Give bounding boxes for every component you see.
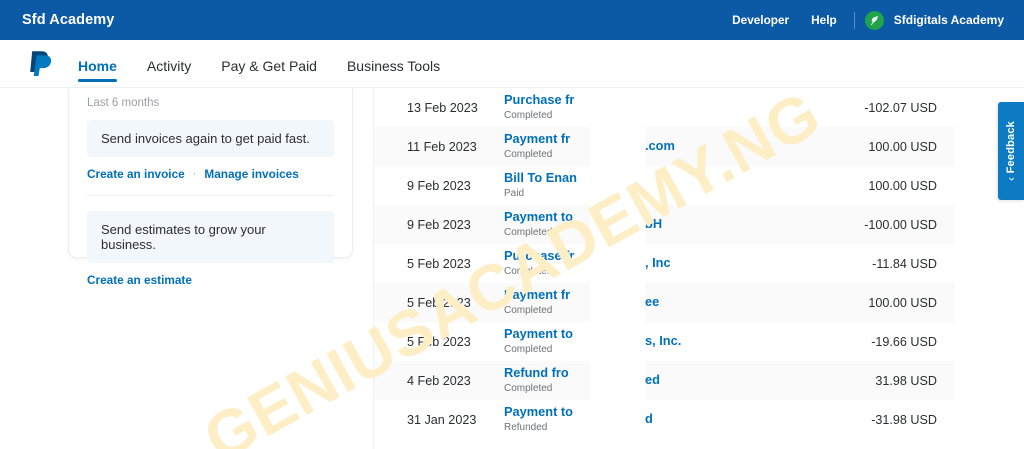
transaction-list-panel[interactable]: 13 Feb 2023 Purchase fr Completed -102.0…: [373, 88, 955, 449]
table-row[interactable]: 5 Feb 2023 Payment fr Completed 100.00 U…: [374, 283, 955, 322]
feedback-tab[interactable]: Feedback ‹: [998, 102, 1024, 200]
transaction-title-link[interactable]: Payment fr: [504, 131, 571, 147]
transaction-date: 5 Feb 2023: [407, 334, 471, 349]
manage-invoices-link[interactable]: Manage invoices: [204, 167, 299, 181]
transaction-description: Refund fro Completed: [504, 366, 805, 394]
transaction-description: Payment to Completed: [504, 327, 805, 355]
transaction-status: Completed: [504, 227, 553, 239]
page-body: Last 6 months Send invoices again to get…: [0, 77, 1024, 449]
card-period-label: Last 6 months: [87, 97, 160, 109]
table-row[interactable]: 9 Feb 2023 Bill To Enan Paid 100.00 USD: [374, 166, 955, 205]
transaction-title-link[interactable]: Purchase fr: [504, 92, 575, 108]
transaction-amount: -31.98 USD: [871, 412, 937, 427]
promo-links-invoices: Create an invoice · Manage invoices: [87, 167, 334, 181]
card-divider: [87, 195, 334, 196]
transaction-amount: -102.07 USD: [864, 100, 937, 115]
transaction-title-link[interactable]: Purchase fr: [504, 248, 575, 264]
transaction-date: 31 Jan 2023: [407, 412, 477, 427]
transaction-title-link[interactable]: Bill To Enan: [504, 170, 577, 186]
nav-item-home[interactable]: Home: [78, 40, 117, 88]
transaction-amount: -100.00 USD: [864, 217, 937, 232]
transaction-description: Payment fr Completed: [504, 132, 805, 160]
invoicing-promo-card: Last 6 months Send invoices again to get…: [68, 88, 353, 287]
promo-message-estimates: Send estimates to grow your business.: [87, 211, 334, 263]
link-separator: ·: [192, 168, 197, 180]
transaction-date: 4 Feb 2023: [407, 373, 471, 388]
transaction-title-link[interactable]: Payment to: [504, 404, 573, 420]
transaction-status: Completed: [504, 110, 553, 122]
main-navigation-bar: Home Activity Pay & Get Paid Business To…: [0, 40, 1024, 88]
table-row[interactable]: 11 Feb 2023 Payment fr Completed 100.00 …: [374, 127, 955, 166]
create-an-invoice-link[interactable]: Create an invoice: [87, 167, 185, 181]
nav-item-activity[interactable]: Activity: [146, 57, 192, 74]
transaction-status: Completed: [504, 383, 553, 395]
nav-item-business-tools[interactable]: Business Tools: [346, 57, 441, 74]
transaction-title-link[interactable]: Payment fr: [504, 287, 571, 303]
leaf-icon: [868, 14, 881, 27]
transaction-status: Refunded: [504, 422, 548, 434]
transaction-date: 9 Feb 2023: [407, 178, 471, 193]
brand-title: Sfd Academy: [22, 12, 115, 28]
transaction-amount: 100.00 USD: [868, 178, 937, 193]
feedback-label: Feedback: [1005, 120, 1017, 174]
transaction-description: Bill To Enan Paid: [504, 171, 805, 199]
transaction-amount: 100.00 USD: [868, 295, 937, 310]
promo-links-estimates: Create an estimate: [87, 273, 334, 287]
transaction-description: Payment to Completed: [504, 210, 805, 238]
nav-item-pay-and-get-paid[interactable]: Pay & Get Paid: [221, 57, 317, 74]
transaction-amount: 100.00 USD: [868, 139, 937, 154]
create-an-estimate-link[interactable]: Create an estimate: [87, 273, 192, 287]
table-row[interactable]: 4 Feb 2023 Refund fro Completed 31.98 US…: [374, 361, 955, 400]
transaction-title-link[interactable]: Payment to: [504, 209, 573, 225]
table-row[interactable]: 5 Feb 2023 Payment to Completed -19.66 U…: [374, 322, 955, 361]
table-row[interactable]: 5 Feb 2023 Purchase fr Completed -11.84 …: [374, 244, 955, 283]
transaction-date: 5 Feb 2023: [407, 256, 471, 271]
transaction-amount: -19.66 USD: [871, 334, 937, 349]
transaction-description: Purchase fr Completed: [504, 93, 805, 121]
transaction-title-link[interactable]: Refund fro: [504, 365, 569, 381]
header-link-developer[interactable]: Developer: [732, 13, 790, 27]
transaction-status: Paid: [504, 188, 525, 200]
transaction-date: 11 Feb 2023: [407, 139, 477, 154]
paypal-logo-icon[interactable]: [28, 49, 54, 79]
header-right-group: Developer Help Sfdigitals Academy: [721, 10, 1008, 30]
table-row[interactable]: 13 Feb 2023 Purchase fr Completed -102.0…: [374, 88, 955, 127]
transaction-amount: -11.84 USD: [872, 256, 937, 271]
chevron-left-icon: ‹: [1004, 177, 1018, 182]
transaction-status: Completed: [504, 344, 553, 356]
transaction-status: Completed: [504, 266, 553, 278]
transaction-date: 13 Feb 2023: [407, 100, 478, 115]
transaction-date: 5 Feb 2023: [407, 295, 471, 310]
account-name[interactable]: Sfdigitals Academy: [893, 13, 1004, 27]
transaction-title-link[interactable]: Payment to: [504, 326, 573, 342]
transaction-description: Payment to Refunded: [504, 405, 805, 433]
header-divider: [853, 11, 855, 29]
transaction-description: Purchase fr Completed: [504, 249, 805, 277]
table-row[interactable]: 9 Feb 2023 Payment to Completed -100.00 …: [374, 205, 955, 244]
avatar[interactable]: [864, 10, 884, 30]
header-link-help[interactable]: Help: [811, 13, 837, 27]
nav-items: Home Activity Pay & Get Paid Business To…: [78, 40, 470, 88]
transaction-description: Payment fr Completed: [504, 288, 805, 316]
transaction-status: Completed: [504, 149, 553, 161]
table-row[interactable]: 31 Jan 2023 Payment to Refunded -31.98 U…: [374, 400, 955, 439]
promo-message-invoices: Send invoices again to get paid fast.: [87, 120, 334, 157]
transaction-date: 9 Feb 2023: [407, 217, 471, 232]
transaction-amount: 31.98 USD: [875, 373, 937, 388]
transaction-status: Completed: [504, 305, 553, 317]
top-header-bar: Sfd Academy Developer Help Sfdigitals Ac…: [0, 0, 1024, 40]
